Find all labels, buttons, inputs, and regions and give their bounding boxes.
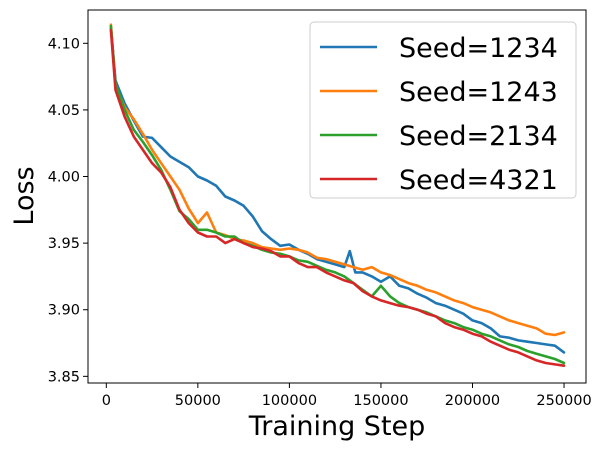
y-tick-label: 3.90 (48, 303, 80, 319)
x-tick-label: 250000 (536, 393, 591, 409)
x-tick-label: 150000 (353, 393, 408, 409)
legend-label-seed-2134: Seed=2134 (399, 121, 558, 152)
x-tick-label: 200000 (445, 393, 500, 409)
legend-box (309, 21, 577, 199)
plot-frame (87, 9, 587, 384)
x-tick-label: 50000 (175, 393, 221, 409)
series-line-seed-1243 (109, 23, 566, 337)
y-axis-label: Loss (9, 166, 40, 225)
y-tick-label: 4.00 (48, 170, 80, 186)
y-axis-ticks: 3.85 3.90 3.95 4.00 4.05 4.10 (48, 36, 88, 385)
legend: Seed=1234 Seed=1243 Seed=2134 Seed=4321 (309, 21, 577, 199)
legend-label-seed-1234: Seed=1234 (399, 33, 558, 64)
series-line-seed-1234 (109, 26, 566, 354)
x-tick-label: 0 (102, 393, 111, 409)
legend-label-seed-4321: Seed=4321 (399, 165, 558, 196)
x-axis-ticks: 0 50000 100000 150000 200000 250000 (102, 383, 592, 409)
y-tick-label: 3.85 (48, 369, 80, 385)
x-tick-label: 100000 (262, 393, 317, 409)
y-tick-label: 3.95 (48, 236, 80, 252)
y-tick-label: 4.10 (48, 36, 80, 52)
legend-label-seed-1243: Seed=1243 (399, 77, 558, 108)
y-tick-label: 4.05 (48, 103, 80, 119)
series-line-seed-4321 (109, 28, 566, 367)
series-layer (109, 23, 566, 367)
x-axis-label: Training Step (248, 411, 426, 442)
